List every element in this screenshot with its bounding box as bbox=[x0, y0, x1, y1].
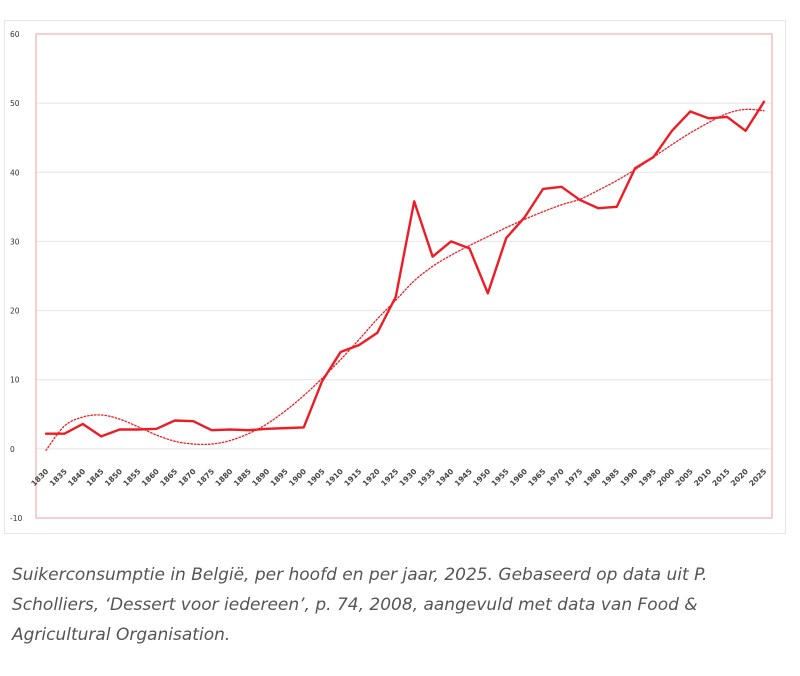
y-tick-label: -10 bbox=[10, 514, 22, 523]
y-axis-tick-labels: -10 0 10 20 30 40 50 60 bbox=[10, 30, 22, 523]
series-lines bbox=[44, 100, 766, 451]
y-tick-label: 50 bbox=[10, 99, 20, 108]
gridlines bbox=[36, 102, 772, 450]
plot-area-border bbox=[35, 33, 773, 519]
y-tick-label: 20 bbox=[10, 307, 20, 316]
trendline-series bbox=[45, 108, 765, 451]
y-tick-label: 0 bbox=[10, 445, 15, 454]
figure-caption: Suikerconsumptie in België, per hoofd en… bbox=[12, 565, 708, 645]
chart-background bbox=[5, 21, 785, 533]
y-tick-label: 60 bbox=[10, 30, 20, 39]
chart-figure: -10 0 10 20 30 40 50 60 1830 1835 1840 1845 1850 185… bbox=[4, 20, 786, 534]
y-tick-label: 10 bbox=[10, 376, 20, 385]
y-tick-label: 30 bbox=[10, 237, 20, 246]
y-tick-label: 40 bbox=[10, 168, 20, 177]
